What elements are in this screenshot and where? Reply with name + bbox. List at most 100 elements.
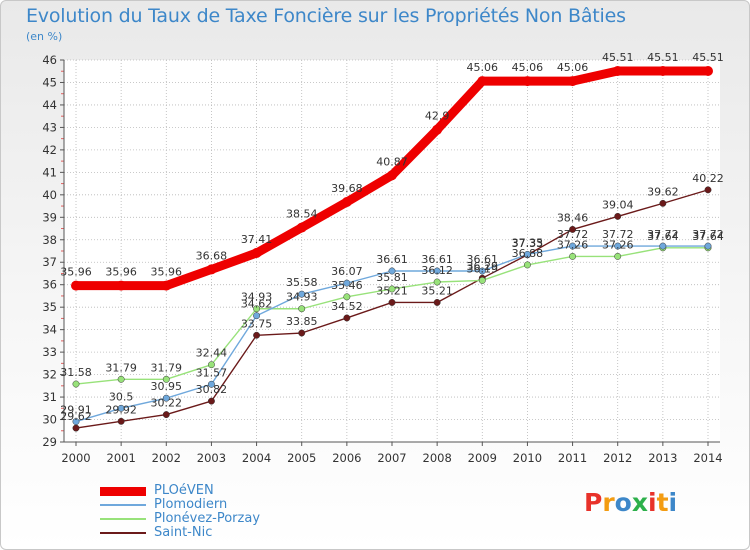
data-point (298, 305, 306, 313)
data-label: 45.51 (692, 51, 724, 64)
legend-swatch (100, 532, 146, 534)
data-point (298, 329, 306, 337)
data-label: 37.64 (647, 230, 679, 243)
data-point (659, 199, 667, 207)
y-tick-label: 33 (42, 345, 57, 359)
y-tick-label: 38 (42, 233, 57, 247)
legend-label: Plonévez-Porzay (154, 511, 261, 526)
x-tick-label: 2002 (152, 451, 181, 465)
legend-label: Saint-Nic (154, 525, 213, 540)
data-label: 35.81 (376, 271, 408, 284)
data-label: 34.93 (286, 291, 318, 304)
data-label: 39.62 (647, 185, 679, 198)
data-label: 30.5 (109, 390, 134, 403)
y-tick-label: 42 (42, 143, 57, 157)
data-label: 36.68 (196, 249, 228, 262)
x-tick-label: 2003 (197, 451, 226, 465)
logo-letter: P (584, 488, 603, 517)
data-point (432, 124, 443, 135)
data-point (162, 375, 170, 383)
y-tick-label: 40 (42, 188, 57, 202)
data-point (612, 66, 623, 77)
data-point (433, 299, 441, 306)
data-label: 45.51 (602, 51, 634, 64)
data-label: 36.61 (467, 253, 499, 266)
data-label: 34.52 (331, 300, 363, 313)
data-point (388, 285, 396, 293)
x-tick-label: 2006 (332, 451, 361, 465)
y-tick-label: 46 (42, 53, 57, 67)
legend-label: Plomodiern (154, 497, 228, 512)
y-tick-label: 43 (42, 120, 57, 134)
data-point (657, 66, 668, 77)
data-label: 35.58 (286, 276, 318, 289)
data-label: 29.92 (105, 403, 137, 416)
data-label: 45.06 (512, 61, 544, 74)
data-label: 29.91 (60, 404, 92, 417)
data-label: 37.72 (602, 228, 634, 241)
data-label: 37.26 (557, 238, 589, 251)
y-tick-label: 44 (42, 98, 57, 112)
legend: PLOéVEN Plomodiern Plonévez-Porzay Saint-Ni… (100, 484, 300, 540)
data-point (569, 225, 577, 233)
y-tick-label: 39 (42, 210, 57, 224)
data-point (117, 404, 125, 412)
data-label: 45.06 (557, 61, 589, 74)
y-tick-label: 35 (42, 300, 57, 314)
data-label: 36.19 (467, 262, 499, 275)
data-point (388, 299, 396, 306)
x-tick-label: 2010 (513, 451, 542, 465)
legend-item: PLOéVEN (100, 484, 300, 498)
logo-letter: i (648, 488, 657, 517)
data-point (659, 242, 667, 250)
data-label: 34.93 (241, 291, 273, 304)
y-tick-label: 41 (42, 165, 57, 179)
data-label: 39.68 (331, 182, 363, 195)
data-point (72, 424, 80, 432)
data-label: 31.79 (105, 361, 137, 374)
logo-letter: i (668, 488, 678, 517)
logo-letter: o (614, 488, 632, 517)
line-chart: 29 30 31 32 33 34 35 36 37 38 39 40 41 42 43 44 45 46 2000… (42, 51, 724, 465)
legend-item: Plonévez-Porzay (100, 512, 300, 526)
data-point (477, 76, 488, 87)
data-point (569, 252, 577, 260)
data-point (71, 280, 81, 291)
data-label: 36.12 (421, 264, 453, 277)
proxiti-logo: Proxiti (584, 488, 677, 517)
data-label: 40.87 (376, 155, 408, 168)
data-label: 30.22 (151, 397, 183, 410)
data-point (704, 242, 712, 250)
x-tick-label: 2013 (648, 451, 677, 465)
data-label: 31.57 (196, 366, 228, 379)
data-label: 37.41 (241, 233, 273, 246)
data-point (343, 314, 351, 322)
data-label: 38.46 (557, 211, 589, 224)
data-point (298, 290, 306, 298)
data-point (207, 397, 215, 405)
y-tick-label: 36 (42, 278, 57, 292)
legend-item: Saint-Nic (100, 526, 300, 540)
data-label: 36.61 (376, 253, 408, 266)
data-point (433, 278, 441, 286)
data-point (478, 267, 486, 275)
data-label: 37.64 (692, 230, 724, 243)
data-point (569, 242, 577, 250)
data-point (296, 222, 307, 233)
data-label: 36.61 (421, 253, 453, 266)
data-label: 33.75 (241, 317, 273, 330)
unit-label: (en %) (26, 30, 63, 43)
y-tick-label: 34 (42, 323, 57, 337)
data-point (433, 267, 441, 275)
x-tick-label: 2001 (107, 451, 136, 465)
data-label: 42.9 (425, 110, 450, 123)
x-tick-label: 2009 (468, 451, 497, 465)
data-label: 37.26 (602, 238, 634, 251)
data-point (703, 66, 713, 77)
data-point (614, 212, 622, 220)
data-point (206, 264, 217, 275)
data-label: 35.21 (421, 284, 453, 297)
data-point (523, 261, 531, 269)
x-tick-label: 2012 (603, 451, 632, 465)
data-point (251, 248, 262, 259)
